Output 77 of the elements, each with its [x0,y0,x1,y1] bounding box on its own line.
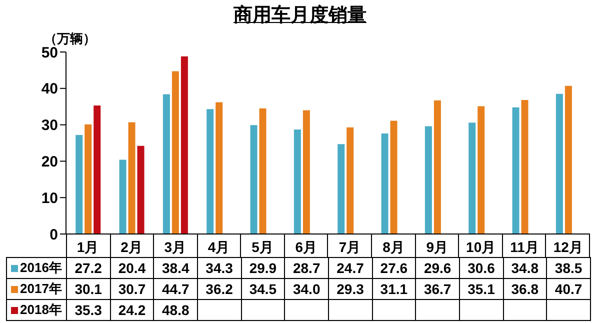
x-tick-label: 10月 [466,238,496,255]
x-tick-label: 11月 [510,238,539,255]
bar [302,110,310,234]
data-label: 35.3 [67,300,111,321]
bar [338,144,345,234]
data-label: 40.7 [547,279,591,300]
bar [434,100,441,234]
x-tick-label: 9月 [426,238,448,255]
y-tick-label: 40 [41,80,58,98]
data-label: 24.7 [328,258,373,279]
chart-title: 商用车月度销量 [232,4,368,28]
bar [468,122,476,234]
y-tick-label: 10 [41,190,58,207]
x-tick-label: 12月 [553,238,583,255]
bar [162,94,170,234]
legend-label: 2016年 [20,259,62,277]
data-label: 38.5 [547,258,591,279]
x-tick-label: 7月 [338,238,361,255]
data-label: 34.8 [504,258,548,279]
data-label: 27.2 [67,258,111,279]
y-tick-label: 50 [41,44,58,62]
data-label: 27.6 [372,258,416,279]
bar [172,71,179,234]
data-label: 34.5 [242,279,286,300]
bar [556,94,563,234]
x-tick-label: 6月 [295,238,318,255]
data-label: 36.2 [198,279,242,300]
bar [564,86,572,234]
y-tick-label: 0 [50,226,58,244]
data-label: 29.3 [328,279,373,300]
data-label: 35.1 [460,279,504,300]
x-tick-label: 5月 [252,238,274,255]
legend-label: 2017年 [20,280,62,298]
data-label: 36.7 [416,279,460,300]
bar [478,106,485,234]
data-label: 24.2 [110,300,154,321]
data-label: 29.6 [416,258,460,279]
bar [119,160,126,234]
legend-label: 2018年 [20,301,62,319]
bar [294,130,301,234]
bar [259,108,266,234]
bar [180,56,188,234]
data-label: 34.3 [198,258,242,279]
y-tick-label: 20 [41,154,58,171]
y-axis-title: （万辆） [44,30,96,47]
data-label: 30.7 [110,279,154,300]
bar [346,127,354,234]
data-label: 29.9 [242,258,286,279]
x-tick-label: 1月 [76,238,99,255]
data-label: 36.8 [504,279,548,300]
bar [512,107,520,234]
data-label: 28.7 [285,258,329,279]
bar [137,146,144,234]
bar [206,109,214,234]
data-label: 30.1 [67,279,111,300]
data-label: 34.0 [285,279,329,300]
bar [521,100,528,234]
x-tick-label: 4月 [208,238,230,255]
bar [216,102,223,234]
y-tick-label: 30 [41,117,58,134]
data-label: 48.8 [154,300,198,321]
bar [381,134,388,234]
bar [76,134,83,234]
x-tick-label: 8月 [382,238,404,255]
data-label: 38.4 [154,258,198,279]
bar [128,122,136,234]
data-label: 30.6 [460,258,504,279]
bar [390,120,398,234]
bar [84,124,92,234]
x-tick-label: 3月 [164,238,186,255]
bar [250,125,258,234]
bar [424,126,432,234]
bar [94,106,101,234]
x-tick-label: 2月 [120,238,142,255]
data-label: 31.1 [372,279,416,300]
data-label: 44.7 [154,279,198,300]
data-label: 20.4 [110,258,154,279]
